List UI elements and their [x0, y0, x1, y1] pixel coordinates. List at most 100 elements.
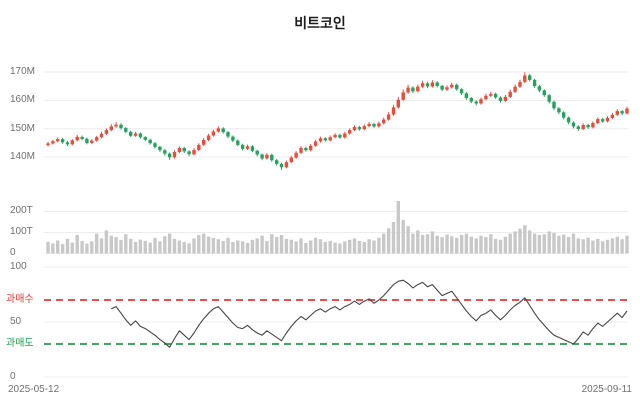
candle-body-down — [425, 83, 430, 87]
x-axis-start-date: 2025-05-12 — [8, 384, 60, 395]
volume-bar — [163, 236, 167, 254]
candle-body-up — [513, 86, 517, 92]
rsi-axis-tick-0: 0 — [10, 371, 16, 382]
candle-body-up — [430, 82, 435, 87]
candle-body-up — [299, 148, 303, 153]
volume-bar — [250, 239, 255, 254]
volume-bar — [333, 242, 337, 254]
candle-body-up — [416, 86, 420, 92]
candle-body-down — [250, 146, 255, 151]
candle-body-down — [80, 136, 84, 139]
volume-bar — [498, 239, 503, 254]
candle-body-up — [348, 130, 352, 134]
candle-body-down — [124, 128, 128, 132]
volume-bar — [493, 238, 498, 254]
volume-bar — [489, 234, 493, 254]
volume-bar — [284, 238, 289, 254]
candle-body-up — [114, 124, 118, 127]
volume-bar — [56, 240, 60, 254]
volume-bar — [236, 240, 240, 254]
candle-body-up — [99, 133, 104, 138]
volume-bar — [138, 239, 143, 254]
volume-bar — [411, 233, 415, 254]
volume-bar — [206, 236, 211, 254]
candle-body-up — [192, 150, 196, 155]
volume-bar — [440, 237, 444, 254]
candle-body-down — [119, 124, 123, 129]
volume-bar — [95, 233, 99, 254]
candle-body-up — [56, 139, 60, 142]
candle-body-up — [591, 123, 595, 128]
volume-bar — [124, 234, 128, 254]
candle-body-up — [265, 154, 269, 159]
volume-bar — [348, 239, 352, 254]
candle-body-down — [231, 136, 235, 141]
candle-body-up — [352, 127, 357, 131]
volume-bar — [586, 237, 590, 254]
candle-body-up — [625, 108, 629, 114]
candle-body-down — [182, 148, 186, 152]
overbought-label: 과매수 — [6, 294, 34, 305]
candle-body-down — [562, 112, 566, 118]
volume-bar — [625, 235, 629, 254]
candle-body-down — [85, 138, 89, 143]
volume-bar — [240, 241, 245, 254]
candle-body-up — [508, 91, 512, 97]
candle-body-up — [318, 138, 323, 142]
volume-axis-tick-200t: 200T — [10, 205, 33, 216]
volume-bar — [479, 235, 483, 254]
volume-bar — [182, 241, 186, 254]
volume-bar — [605, 239, 610, 254]
volume-bar — [581, 239, 585, 254]
candle-body-up — [420, 83, 425, 87]
candle-body-up — [313, 141, 318, 146]
volume-bar — [615, 236, 619, 254]
candle-body-down — [552, 101, 556, 109]
volume-bar — [279, 235, 284, 254]
candle-body-down — [187, 151, 191, 155]
candle-body-down — [411, 87, 415, 92]
candle-body-down — [557, 108, 561, 113]
volume-bar — [372, 240, 376, 254]
candle-body-up — [216, 128, 220, 132]
candle-body-up — [46, 143, 50, 146]
candle-body-up — [75, 136, 79, 141]
candle-body-down — [464, 93, 469, 99]
volume-bar — [513, 231, 517, 254]
volume-bar — [226, 237, 230, 254]
volume-bar — [362, 241, 366, 254]
oversold-label: 과매도 — [6, 338, 34, 349]
volume-bar — [133, 241, 138, 254]
volume-bar — [172, 238, 177, 254]
candle-body-up — [610, 114, 615, 118]
candle-body-down — [571, 122, 576, 127]
candle-body-down — [129, 131, 133, 136]
candle-body-down — [469, 98, 473, 102]
candle-body-up — [133, 133, 138, 136]
volume-bar — [197, 235, 201, 254]
candle-body-down — [65, 142, 70, 145]
volume-bar — [377, 237, 381, 254]
volume-bar — [552, 232, 556, 254]
candle-body-up — [489, 93, 493, 96]
candle-body-up — [581, 125, 585, 129]
volume-bar — [119, 240, 123, 254]
candle-body-up — [362, 126, 366, 130]
candle-body-down — [586, 125, 590, 128]
candle-body-up — [445, 87, 449, 90]
volume-bar — [187, 243, 191, 254]
volume-bar — [153, 237, 157, 254]
volume-bar — [51, 243, 55, 254]
candle-body-up — [177, 148, 182, 152]
candle-body-up — [377, 123, 381, 127]
volume-bar — [221, 240, 225, 254]
candle-body-up — [90, 140, 94, 143]
candle-body-down — [255, 150, 259, 155]
volume-bar — [192, 238, 196, 254]
candle-body-down — [532, 79, 537, 87]
candle-body-up — [479, 99, 483, 104]
candle-body-up — [503, 96, 508, 101]
volume-bar — [143, 240, 147, 254]
volume-bar — [503, 236, 508, 254]
